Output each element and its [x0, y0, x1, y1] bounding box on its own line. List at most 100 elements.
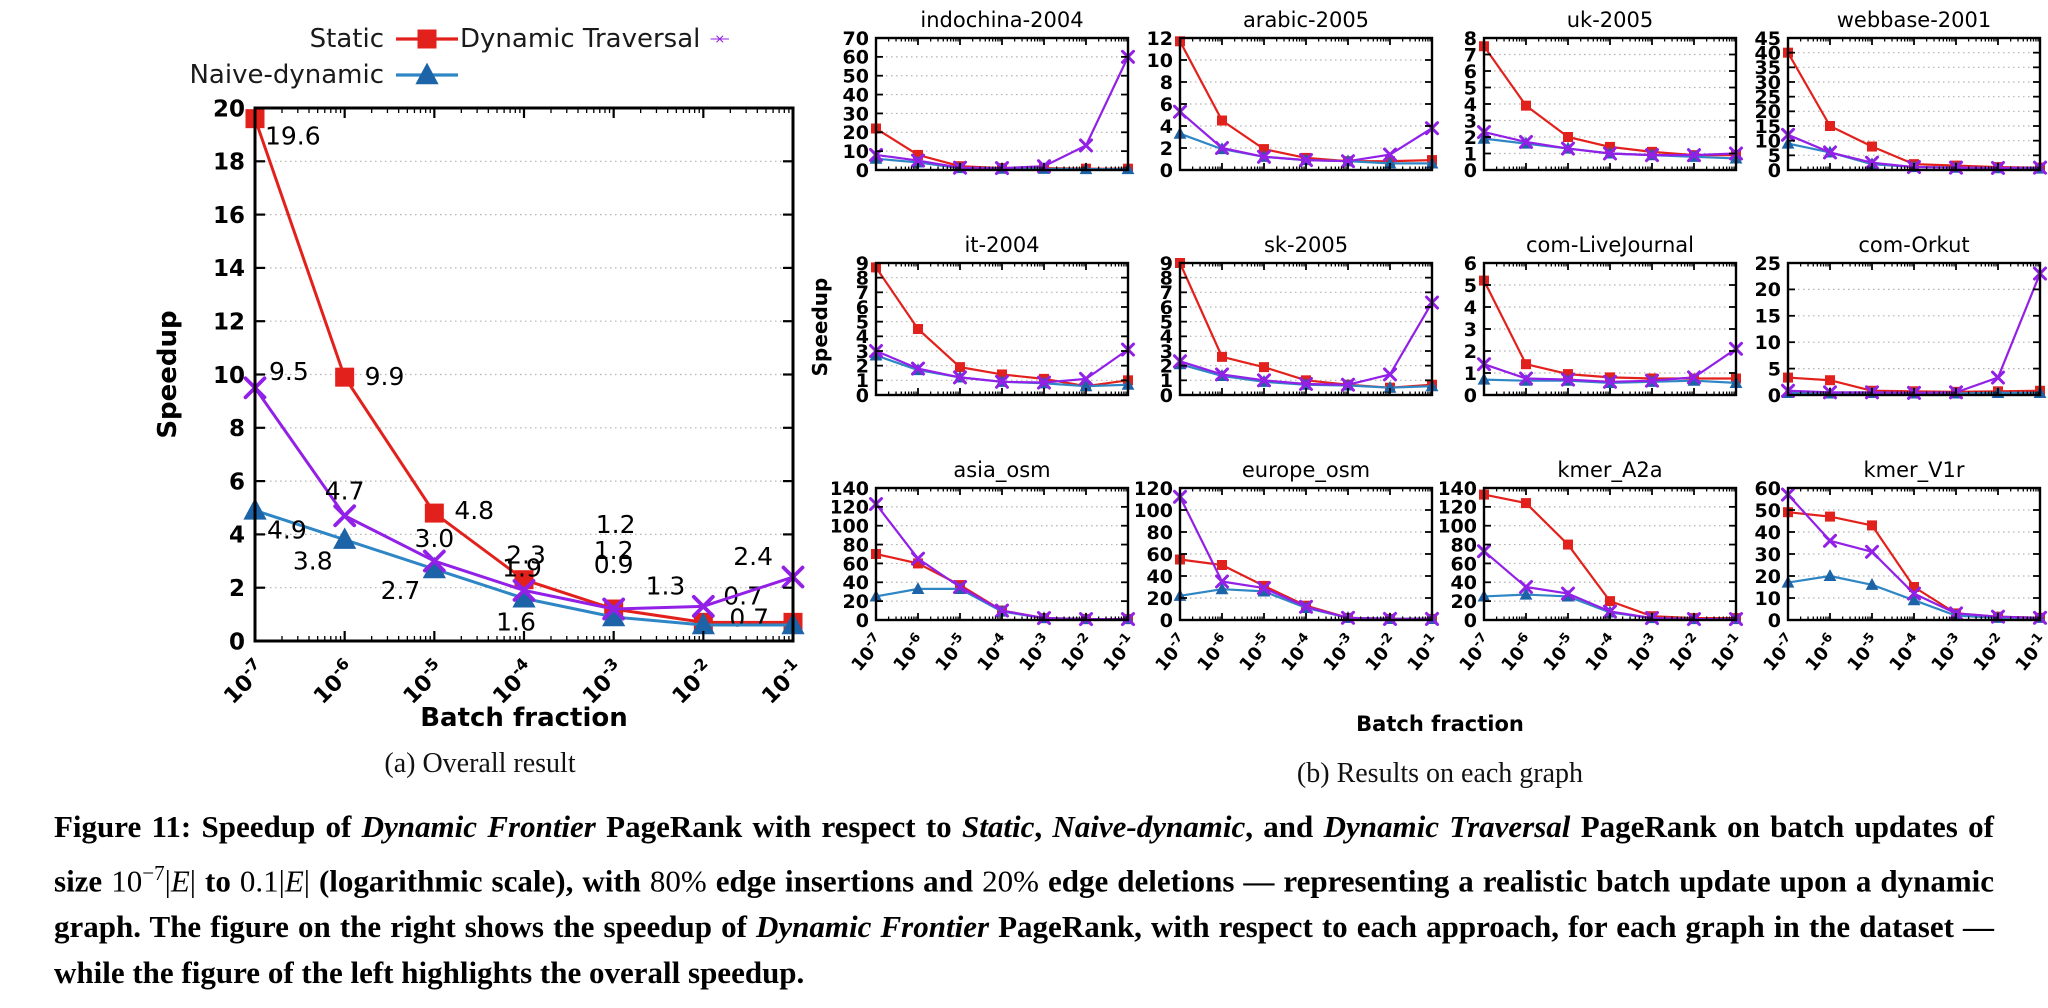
- svg-text:4.9: 4.9: [267, 515, 307, 544]
- svg-text:2: 2: [1464, 341, 1477, 363]
- svg-text:10-3: 10-3: [1317, 630, 1360, 675]
- svg-text:20: 20: [213, 96, 245, 122]
- subfigure-b: Speedup 0 10 20 30 40 50 60 70 indochina-2004 0 2 4…: [808, 10, 2048, 790]
- svg-text:10-1: 10-1: [1401, 630, 1440, 675]
- legend-swatch-square-icon: [396, 29, 458, 49]
- svg-text:35: 35: [1755, 57, 1781, 79]
- svg-text:10-2: 10-2: [664, 654, 719, 709]
- svg-text:10-5: 10-5: [1537, 630, 1580, 675]
- svg-text:5: 5: [1768, 358, 1781, 380]
- chart-com-Orkut: 0 5 10 15 20 25 com-Orkut: [1755, 235, 2047, 407]
- svg-text:it-2004: it-2004: [964, 235, 1039, 257]
- svg-text:50: 50: [1755, 500, 1781, 522]
- svg-text:10-4: 10-4: [485, 654, 540, 709]
- svg-text:45: 45: [1755, 28, 1781, 50]
- svg-text:10-1: 10-1: [2009, 630, 2048, 675]
- svg-text:6: 6: [1464, 61, 1477, 83]
- svg-text:10-2: 10-2: [1967, 630, 2010, 675]
- svg-text:12: 12: [1147, 28, 1173, 50]
- svg-text:10-2: 10-2: [1055, 630, 1098, 675]
- small-multiples-grid: 0 10 20 30 40 50 60 70 indochina-2004 0 2 4 6 8 10 12 ar…: [832, 10, 2048, 718]
- svg-text:com-Orkut: com-Orkut: [1858, 235, 1969, 257]
- svg-text:4.7: 4.7: [325, 477, 365, 506]
- svg-text:0: 0: [1768, 385, 1781, 407]
- svg-text:6: 6: [1464, 253, 1477, 275]
- svg-text:80: 80: [843, 534, 869, 556]
- svg-text:7: 7: [1464, 44, 1477, 66]
- legend-item-naive: Naive-dynamic: [150, 60, 460, 90]
- svg-text:2: 2: [1464, 127, 1477, 149]
- svg-text:0: 0: [1160, 160, 1173, 182]
- svg-text:50: 50: [843, 66, 869, 88]
- svg-text:10-4: 10-4: [1275, 630, 1318, 675]
- svg-text:0: 0: [1464, 160, 1477, 182]
- svg-text:kmer_V1r: kmer_V1r: [1863, 460, 1964, 483]
- legend-item-static: Static: [150, 24, 460, 54]
- svg-text:10-7: 10-7: [1453, 630, 1496, 675]
- svg-text:40: 40: [843, 572, 869, 594]
- svg-text:1.3: 1.3: [646, 571, 686, 600]
- svg-text:com-LiveJournal: com-LiveJournal: [1526, 235, 1694, 257]
- overall-speedup-chart: 19.6 9.9 4.8 2.3 1.2 0.70.7 4.9 3.8 2.7 1.6 0.9 9.5…: [153, 96, 805, 733]
- svg-text:1: 1: [856, 370, 869, 392]
- svg-text:3.8: 3.8: [293, 547, 333, 576]
- svg-text:8: 8: [229, 416, 245, 442]
- legend-label-traversal: Dynamic Traversal: [460, 24, 701, 54]
- svg-text:europe_osm: europe_osm: [1242, 460, 1370, 483]
- svg-text:10-4: 10-4: [971, 630, 1014, 675]
- svg-text:4: 4: [1464, 94, 1477, 116]
- svg-text:0: 0: [856, 610, 869, 632]
- svg-text:0.7: 0.7: [723, 581, 763, 610]
- svg-text:3: 3: [1160, 341, 1173, 363]
- svg-text:80: 80: [1451, 534, 1477, 556]
- svg-text:20: 20: [1147, 588, 1173, 610]
- svg-text:40: 40: [1755, 522, 1781, 544]
- svg-text:0: 0: [229, 629, 245, 655]
- svg-text:0: 0: [856, 160, 869, 182]
- svg-text:120: 120: [832, 497, 869, 519]
- svg-text:16: 16: [213, 203, 245, 229]
- svg-text:19.6: 19.6: [265, 122, 321, 151]
- svg-text:10: 10: [1147, 50, 1173, 72]
- svg-text:8: 8: [1464, 28, 1477, 50]
- svg-text:3: 3: [1464, 110, 1477, 132]
- svg-text:30: 30: [843, 103, 869, 125]
- svg-text:6: 6: [1160, 94, 1173, 116]
- svg-text:20: 20: [1755, 101, 1781, 123]
- svg-text:9: 9: [1160, 253, 1173, 275]
- svg-text:3: 3: [856, 341, 869, 363]
- svg-text:5: 5: [1160, 312, 1173, 334]
- svg-text:arabic-2005: arabic-2005: [1243, 10, 1369, 32]
- svg-text:18: 18: [213, 150, 245, 176]
- svg-text:4: 4: [856, 326, 869, 348]
- svg-text:5: 5: [1464, 275, 1477, 297]
- svg-text:10: 10: [213, 363, 245, 389]
- svg-text:kmer_A2a: kmer_A2a: [1557, 460, 1662, 483]
- svg-text:0: 0: [1160, 385, 1173, 407]
- svg-text:10-5: 10-5: [929, 630, 972, 675]
- svg-text:10-2: 10-2: [1663, 630, 1706, 675]
- svg-text:10-1: 10-1: [1705, 630, 1744, 675]
- svg-text:10-6: 10-6: [887, 630, 930, 675]
- svg-text:0: 0: [1768, 610, 1781, 632]
- svg-text:10-7: 10-7: [845, 630, 888, 675]
- svg-text:2: 2: [1160, 356, 1173, 378]
- svg-text:140: 140: [832, 478, 869, 500]
- svg-text:100: 100: [832, 516, 869, 538]
- svg-text:30: 30: [1755, 544, 1781, 566]
- svg-text:60: 60: [843, 47, 869, 69]
- chart-legend: Static Dynamic Traversal Naive-dynamic: [150, 24, 810, 90]
- svg-text:5: 5: [1768, 145, 1781, 167]
- svg-text:20: 20: [1755, 566, 1781, 588]
- svg-text:10-3: 10-3: [1013, 630, 1056, 675]
- chart-kmer_A2a: 02040608010012014010-710-610-510-410-310…: [1440, 460, 1744, 675]
- svg-text:4: 4: [1160, 116, 1173, 138]
- svg-text:10-2: 10-2: [1359, 630, 1402, 675]
- speedup-axis-label: Speedup: [808, 277, 832, 377]
